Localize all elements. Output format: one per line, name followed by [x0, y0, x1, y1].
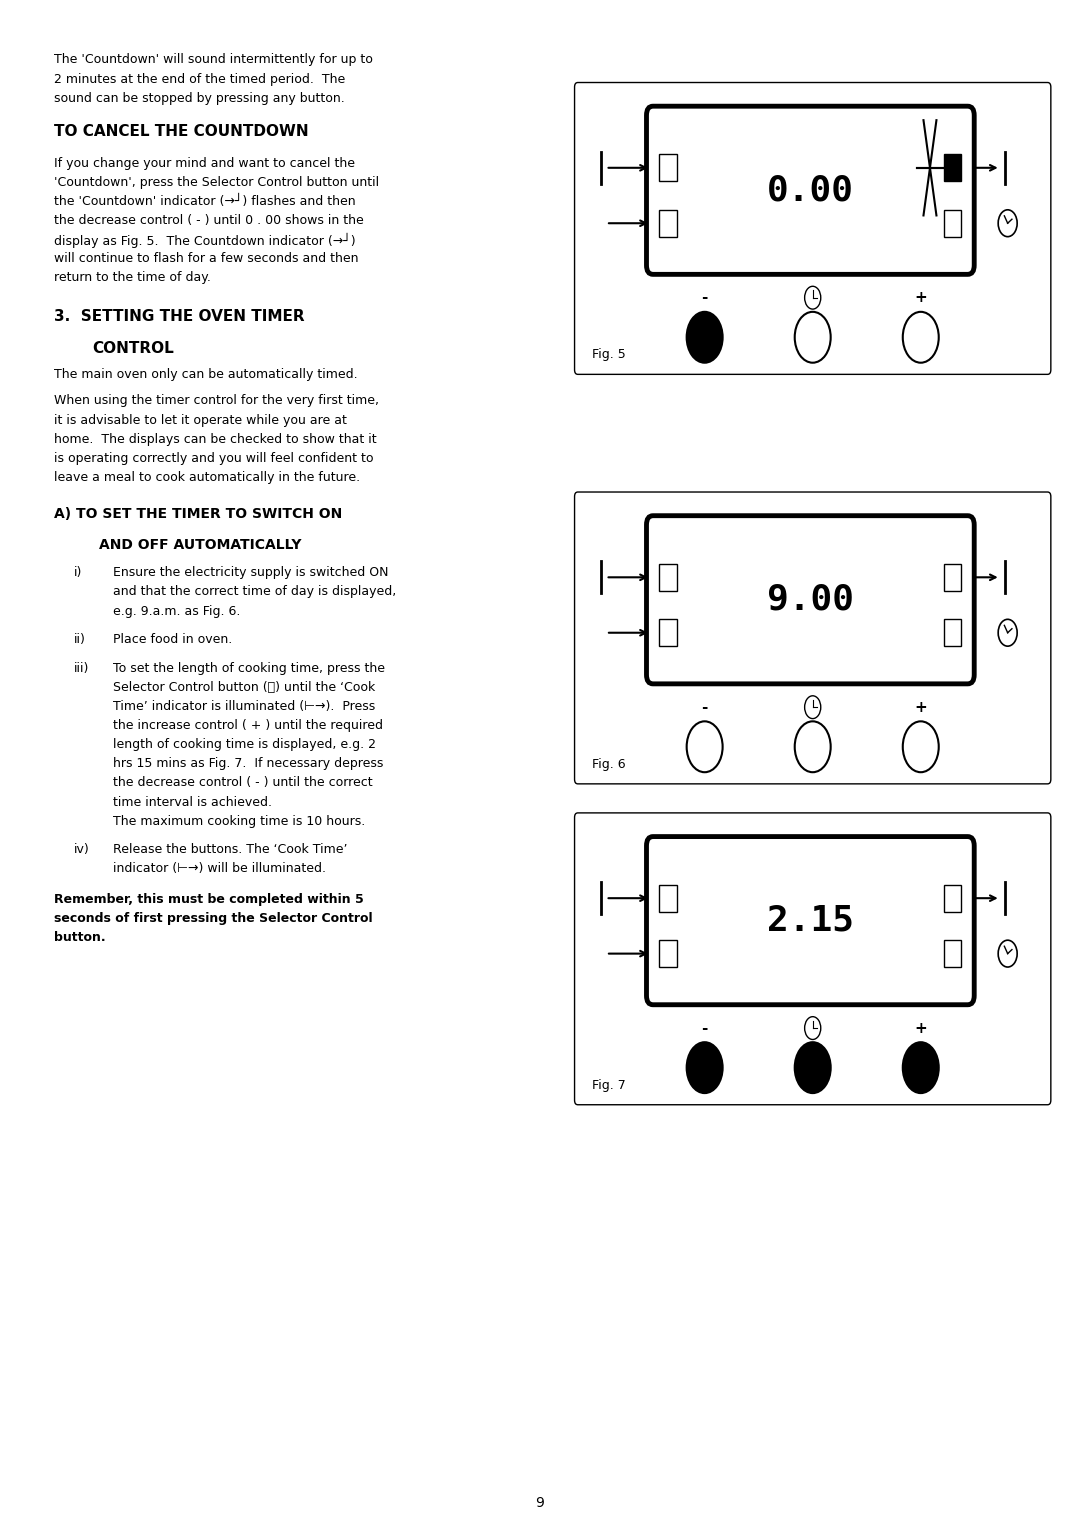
Text: will continue to flash for a few seconds and then: will continue to flash for a few seconds… — [54, 252, 359, 266]
Circle shape — [687, 312, 723, 362]
Text: length of cooking time is displayed, e.g. 2: length of cooking time is displayed, e.g… — [113, 738, 377, 752]
Circle shape — [998, 940, 1017, 967]
Text: seconds of first pressing the Selector Control: seconds of first pressing the Selector C… — [54, 912, 373, 924]
Text: 9: 9 — [536, 1496, 544, 1510]
Bar — [944, 154, 961, 182]
Bar — [659, 940, 677, 967]
Circle shape — [998, 209, 1017, 237]
Circle shape — [805, 1016, 821, 1039]
Circle shape — [805, 286, 821, 309]
Bar — [659, 885, 677, 912]
Text: it is advisable to let it operate while you are at: it is advisable to let it operate while … — [54, 414, 347, 426]
FancyBboxPatch shape — [575, 813, 1051, 1105]
Text: home.  The displays can be checked to show that it: home. The displays can be checked to sho… — [54, 432, 377, 446]
Text: iv): iv) — [73, 843, 90, 856]
Text: sound can be stopped by pressing any button.: sound can be stopped by pressing any but… — [54, 92, 345, 105]
Text: If you change your mind and want to cancel the: If you change your mind and want to canc… — [54, 156, 355, 170]
Text: button.: button. — [54, 931, 106, 944]
FancyBboxPatch shape — [575, 492, 1051, 784]
Text: TO CANCEL THE COUNTDOWN: TO CANCEL THE COUNTDOWN — [54, 124, 309, 139]
Text: ii): ii) — [73, 633, 85, 646]
Text: Place food in oven.: Place food in oven. — [113, 633, 232, 646]
FancyBboxPatch shape — [647, 516, 974, 685]
Text: +: + — [915, 700, 927, 715]
FancyBboxPatch shape — [575, 83, 1051, 374]
Circle shape — [903, 1042, 939, 1093]
Text: hrs 15 mins as Fig. 7.  If necessary depress: hrs 15 mins as Fig. 7. If necessary depr… — [113, 758, 383, 770]
Circle shape — [998, 619, 1017, 646]
Text: To set the length of cooking time, press the: To set the length of cooking time, press… — [113, 662, 386, 675]
Bar — [659, 619, 677, 646]
Text: 3.  SETTING THE OVEN TIMER: 3. SETTING THE OVEN TIMER — [54, 309, 305, 324]
Text: +: + — [915, 290, 927, 306]
Text: -: - — [701, 290, 707, 306]
Text: leave a meal to cook automatically in the future.: leave a meal to cook automatically in th… — [54, 471, 360, 484]
Text: e.g. 9.a.m. as Fig. 6.: e.g. 9.a.m. as Fig. 6. — [113, 605, 241, 617]
Bar — [944, 885, 961, 912]
Text: time interval is achieved.: time interval is achieved. — [113, 796, 272, 808]
Bar — [659, 154, 677, 182]
Text: i): i) — [73, 567, 82, 579]
Text: 0.00: 0.00 — [767, 173, 854, 208]
Text: is operating correctly and you will feel confident to: is operating correctly and you will feel… — [54, 452, 374, 465]
Text: display as Fig. 5.  The Countdown indicator (→┘): display as Fig. 5. The Countdown indicat… — [54, 232, 355, 248]
Text: Fig. 5: Fig. 5 — [592, 348, 625, 361]
Bar — [944, 209, 961, 237]
FancyBboxPatch shape — [647, 105, 974, 275]
Text: +: + — [915, 1021, 927, 1036]
Text: return to the time of day.: return to the time of day. — [54, 270, 211, 284]
Circle shape — [795, 1042, 831, 1093]
Text: A) TO SET THE TIMER TO SWITCH ON: A) TO SET THE TIMER TO SWITCH ON — [54, 507, 342, 521]
Text: Selector Control button (⌛) until the ‘Cook: Selector Control button (⌛) until the ‘C… — [113, 681, 376, 694]
Bar — [659, 564, 677, 591]
Circle shape — [795, 312, 831, 362]
Circle shape — [903, 312, 939, 362]
Text: 9.00: 9.00 — [767, 582, 854, 617]
Text: Ensure the electricity supply is switched ON: Ensure the electricity supply is switche… — [113, 567, 389, 579]
Circle shape — [795, 721, 831, 772]
Text: and that the correct time of day is displayed,: and that the correct time of day is disp… — [113, 585, 396, 599]
Text: the 'Countdown' indicator (→┘) flashes and then: the 'Countdown' indicator (→┘) flashes a… — [54, 194, 355, 208]
Bar — [944, 619, 961, 646]
Text: AND OFF AUTOMATICALLY: AND OFF AUTOMATICALLY — [99, 538, 302, 552]
Text: iii): iii) — [73, 662, 89, 675]
Circle shape — [903, 721, 939, 772]
Text: The 'Countdown' will sound intermittently for up to: The 'Countdown' will sound intermittentl… — [54, 53, 373, 67]
Text: the decrease control ( - ) until 0 . 00 shows in the: the decrease control ( - ) until 0 . 00 … — [54, 214, 364, 228]
Text: the decrease control ( - ) until the correct: the decrease control ( - ) until the cor… — [113, 776, 373, 790]
Bar — [659, 209, 677, 237]
Text: Fig. 7: Fig. 7 — [592, 1079, 625, 1091]
Text: The main oven only can be automatically timed.: The main oven only can be automatically … — [54, 368, 357, 380]
Text: The maximum cooking time is 10 hours.: The maximum cooking time is 10 hours. — [113, 814, 366, 828]
Text: Release the buttons. The ‘Cook Time’: Release the buttons. The ‘Cook Time’ — [113, 843, 348, 856]
Text: indicator (⊢→) will be illuminated.: indicator (⊢→) will be illuminated. — [113, 862, 326, 876]
Text: Remember, this must be completed within 5: Remember, this must be completed within … — [54, 892, 364, 906]
Text: 2 minutes at the end of the timed period.  The: 2 minutes at the end of the timed period… — [54, 72, 346, 86]
FancyBboxPatch shape — [647, 836, 974, 1005]
Text: -: - — [701, 1021, 707, 1036]
Text: Time’ indicator is illuminated (⊢→).  Press: Time’ indicator is illuminated (⊢→). Pre… — [113, 700, 376, 714]
Text: 2.15: 2.15 — [767, 903, 854, 938]
Bar — [944, 940, 961, 967]
Circle shape — [687, 721, 723, 772]
Circle shape — [687, 1042, 723, 1093]
Circle shape — [805, 695, 821, 718]
Text: -: - — [701, 700, 707, 715]
Text: 'Countdown', press the Selector Control button until: 'Countdown', press the Selector Control … — [54, 176, 379, 189]
Text: the increase control ( + ) until the required: the increase control ( + ) until the req… — [113, 720, 383, 732]
Bar — [944, 564, 961, 591]
Text: CONTROL: CONTROL — [92, 341, 174, 356]
Text: When using the timer control for the very first time,: When using the timer control for the ver… — [54, 394, 379, 408]
Text: Fig. 6: Fig. 6 — [592, 758, 625, 770]
